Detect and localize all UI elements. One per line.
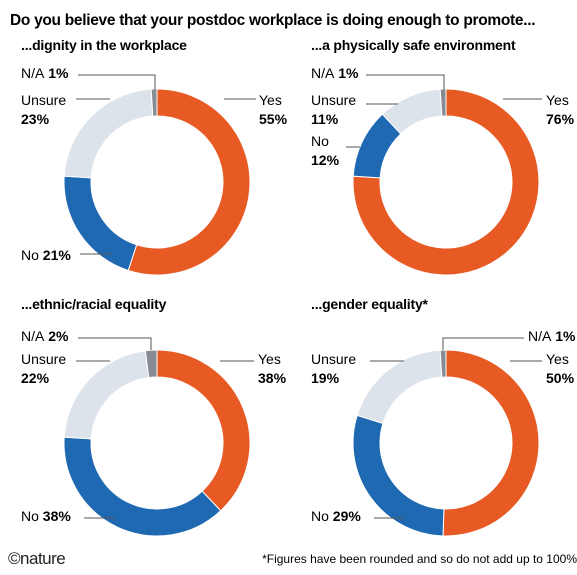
slice-yes [442,349,540,537]
nature-logo: ©nature [8,549,65,568]
value-yes: 38% [258,370,287,386]
label-unsure: Unsure [21,92,66,108]
value-n-a: 1% [334,65,359,81]
label-no: No 38% [21,508,71,524]
leader-line-n-a [78,337,152,350]
donut-gender-equality: ...gender equality* Yes 50% No 29% Unsure 19%… [311,296,576,537]
slice-n-a [150,88,158,117]
value-yes: 50% [546,370,575,386]
slice-unsure [63,88,154,179]
label-no: No [311,133,329,149]
slice-yes [156,349,251,512]
value-no: 38% [39,508,71,524]
label-unsure: Unsure [21,351,66,367]
slice-n-a [439,349,447,378]
value-no: 12% [311,152,340,168]
label-no: No 29% [311,508,361,524]
donut-panels: ...dignity in the workplace Yes 55% No 21% U… [21,37,576,537]
label-unsure: Unsure [311,92,356,108]
donut-a-physically-safe-environment: ...a physically safe environment Yes 76% No… [311,37,575,276]
label-yes: Yes [546,351,569,367]
slice-n-a [144,349,158,379]
label-n-a: N/A 1% [528,328,576,344]
label-no: No 21% [21,247,71,263]
donut-dignity-in-the-workplace: ...dignity in the workplace Yes 55% No 21% U… [21,37,288,276]
value-no: 21% [39,247,71,263]
value-unsure: 11% [311,111,339,127]
value-unsure: 23% [21,111,50,127]
slice-no [63,436,222,537]
value-unsure: 22% [21,370,50,386]
value-yes: 55% [259,111,288,127]
footnote: *Figures have been rounded and so do not… [262,552,577,566]
slice-unsure [63,350,150,440]
label-yes: Yes [258,351,281,367]
leader-line-n-a [442,337,524,350]
leader-line-n-a [366,74,445,90]
slice-yes [352,88,540,276]
label-unsure: Unsure [311,351,356,367]
panel-title: ...a physically safe environment [311,37,516,53]
value-n-a: 1% [551,328,576,344]
value-no: 29% [329,508,361,524]
leader-line-n-a [78,74,156,90]
panel-title: ...dignity in the workplace [21,37,187,53]
panel-title: ...ethnic/racial equality [21,296,167,312]
label-n-a: N/A 2% [21,328,69,344]
label-n-a: N/A 1% [311,65,359,81]
slice-no [63,175,138,272]
label-yes: Yes [546,92,569,108]
chart-title: Do you believe that your postdoc workpla… [10,12,535,29]
value-n-a: 2% [44,328,69,344]
slice-n-a [439,88,447,117]
value-yes: 76% [546,111,575,127]
value-n-a: 1% [44,65,69,81]
logo-text: nature [20,549,65,568]
value-unsure: 19% [311,370,340,386]
slice-yes [127,88,251,276]
label-n-a: N/A 1% [21,65,69,81]
panel-title: ...gender equality* [311,296,429,312]
label-yes: Yes [259,92,282,108]
